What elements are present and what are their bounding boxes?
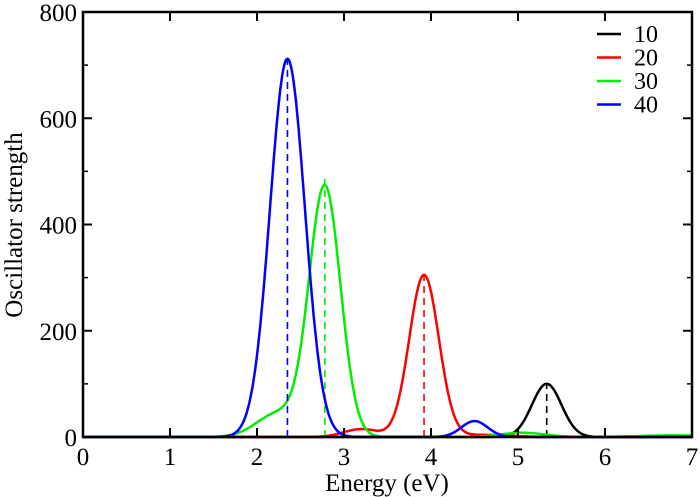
plot-frame: [81, 10, 694, 439]
legend-label-10: 10: [634, 22, 658, 48]
series-30-line: [83, 183, 692, 439]
series-10-line: [83, 382, 692, 439]
y-tick-label: 0: [65, 425, 78, 452]
x-tick-label: 2: [251, 444, 264, 471]
y-tick-label: 400: [40, 213, 78, 240]
y-tick-label: 200: [40, 319, 78, 346]
x-tick-label: 1: [164, 444, 177, 471]
x-axis-label: Energy (eV): [325, 470, 449, 497]
x-tick-label: 3: [338, 444, 351, 471]
ticks: 0 1 2 3 4 5 6 7 0 200 400 600 800: [40, 0, 699, 471]
x-tick-label: 5: [512, 444, 525, 471]
y-tick-label: 600: [40, 106, 78, 133]
legend-label-30: 30: [634, 69, 658, 95]
y-tick-label: 800: [40, 0, 78, 27]
y-axis-label: Oscillator strength: [1, 132, 28, 318]
legend-label-20: 20: [634, 46, 658, 72]
series-20-line: [83, 273, 692, 439]
series-40-line: [83, 57, 692, 439]
legend-label-40: 40: [634, 93, 658, 119]
x-tick-label: 6: [599, 444, 612, 471]
x-tick-label: 7: [686, 444, 699, 471]
x-tick-label: 4: [425, 444, 438, 471]
x-tick-label: 0: [77, 444, 90, 471]
curves: [83, 57, 692, 439]
